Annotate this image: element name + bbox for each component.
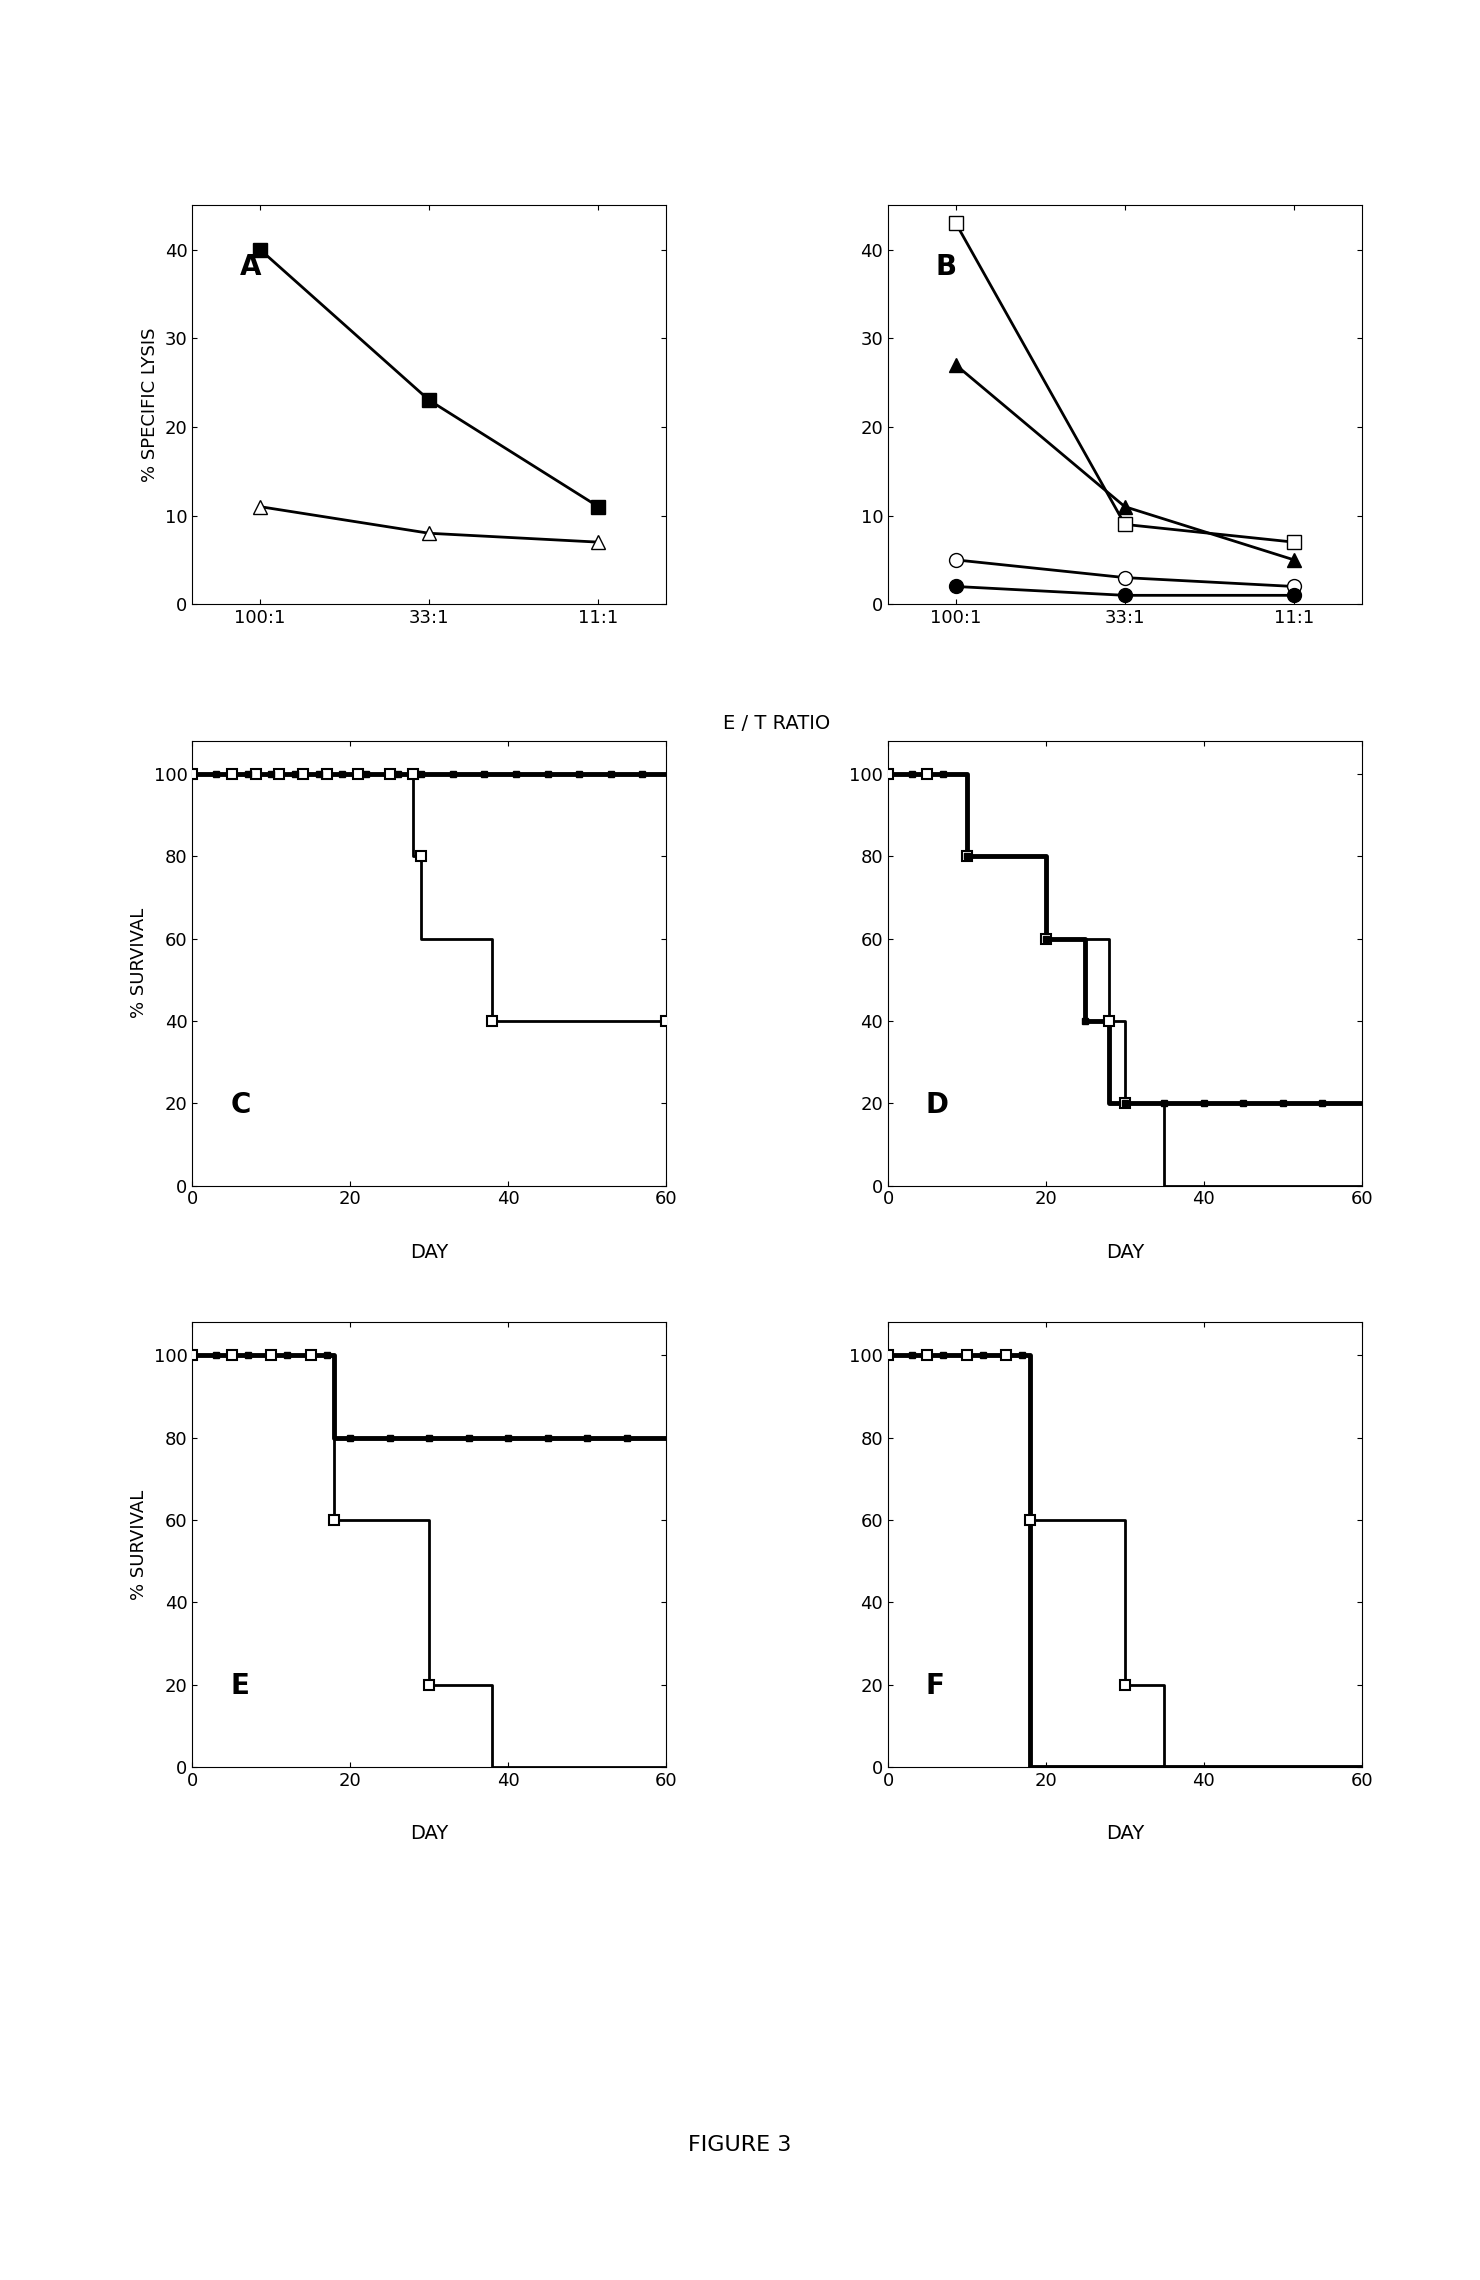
Text: DAY: DAY [410, 1824, 448, 1842]
Text: DAY: DAY [1106, 1243, 1144, 1261]
Text: C: C [231, 1090, 250, 1119]
Text: E / T RATIO: E / T RATIO [724, 714, 830, 732]
Text: D: D [926, 1090, 949, 1119]
Text: F: F [926, 1671, 944, 1701]
Y-axis label: % SURVIVAL: % SURVIVAL [130, 907, 148, 1019]
Text: B: B [935, 253, 956, 280]
Y-axis label: % SPECIFIC LYSIS: % SPECIFIC LYSIS [141, 328, 160, 481]
Text: DAY: DAY [1106, 1824, 1144, 1842]
Text: A: A [240, 253, 262, 280]
Text: E: E [231, 1671, 249, 1701]
Y-axis label: % SURVIVAL: % SURVIVAL [130, 1489, 148, 1601]
Text: FIGURE 3: FIGURE 3 [688, 2134, 792, 2155]
Text: DAY: DAY [410, 1243, 448, 1261]
